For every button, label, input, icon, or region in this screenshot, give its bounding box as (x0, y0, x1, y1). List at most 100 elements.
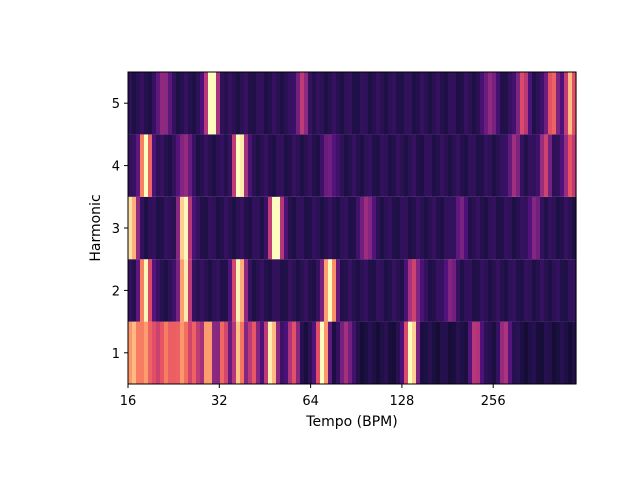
heatmap-row-4 (128, 134, 577, 197)
heatmap-cell (212, 259, 217, 322)
heatmap-cell (572, 134, 577, 197)
heatmap-cell (220, 134, 225, 197)
heatmap-cell (528, 259, 533, 322)
y-tick-label: 2 (112, 284, 120, 299)
heatmap-cell (284, 134, 289, 197)
heatmap-cell (512, 196, 517, 260)
heatmap-cell (236, 321, 241, 384)
heatmap-cell (244, 72, 249, 135)
heatmap-cell (540, 321, 545, 384)
heatmap-cell (288, 259, 293, 322)
heatmap-cell (148, 196, 153, 260)
heatmap-cell (488, 72, 493, 135)
heatmap-cell (472, 321, 477, 384)
heatmap-cell (444, 72, 449, 135)
heatmap-cell (496, 72, 501, 135)
heatmap-cell (316, 72, 321, 135)
heatmap-cell (312, 72, 317, 135)
heatmap-cell (372, 259, 377, 322)
heatmap-cell (368, 196, 373, 260)
heatmap-cell (560, 72, 565, 135)
heatmap-cell (352, 134, 357, 197)
heatmap-cell (356, 196, 361, 260)
heatmap-cell (504, 259, 509, 322)
heatmap-cell (544, 196, 549, 260)
heatmap-cell (532, 196, 537, 260)
heatmap-cell (172, 259, 177, 322)
heatmap-cell (512, 134, 517, 197)
heatmap-cell (252, 72, 257, 135)
y-tick-label: 1 (112, 347, 120, 362)
heatmap-cell (364, 259, 369, 322)
heatmap-cell (436, 321, 441, 384)
heatmap-cell (404, 259, 409, 322)
heatmap-cell (312, 321, 317, 384)
y-axis: 1 2 3 4 5 (112, 97, 128, 362)
heatmap-cell (252, 196, 257, 260)
heatmap-row-3 (128, 196, 577, 260)
heatmap-cell (412, 72, 417, 135)
heatmap-cell (216, 259, 221, 322)
heatmap-cell (372, 72, 377, 135)
heatmap-cell (152, 196, 157, 260)
heatmap-cell (240, 321, 245, 384)
heatmap-cell (320, 72, 325, 135)
heatmap-cell (256, 72, 261, 135)
heatmap-cell (432, 196, 437, 260)
heatmap-cell (356, 259, 361, 322)
heatmap-cell (240, 259, 245, 322)
heatmap-cell (320, 196, 325, 260)
heatmap-cell (308, 72, 313, 135)
heatmap-cell (300, 321, 305, 384)
heatmap-cell (348, 321, 353, 384)
heatmap-cell (128, 72, 133, 135)
heatmap-cell (428, 321, 433, 384)
heatmap-cell (180, 134, 185, 197)
heatmap-cell (420, 134, 425, 197)
heatmap-cell (444, 321, 449, 384)
heatmap-cell (436, 196, 441, 260)
heatmap-cell (524, 259, 529, 322)
heatmap-cell (196, 321, 201, 384)
heatmap-cell (556, 196, 561, 260)
heatmap-cell (192, 196, 197, 260)
heatmap-cell (492, 134, 497, 197)
heatmap-cell (268, 134, 273, 197)
heatmap-cell (508, 321, 513, 384)
heatmap-cell (572, 321, 577, 384)
heatmap-cell (516, 72, 521, 135)
heatmap-cell (336, 259, 341, 322)
heatmap-cell (348, 134, 353, 197)
heatmap-cell (228, 196, 233, 260)
heatmap-cell (204, 321, 209, 384)
heatmap-cell (564, 321, 569, 384)
heatmap-cell (292, 259, 297, 322)
heatmap-cell (312, 134, 317, 197)
heatmap-cell (292, 134, 297, 197)
heatmap-cell (452, 72, 457, 135)
heatmap-cell (168, 72, 173, 135)
heatmap-cell (188, 134, 193, 197)
heatmap-cell (352, 259, 357, 322)
heatmap-cell (464, 196, 469, 260)
heatmap-cell (492, 259, 497, 322)
y-axis-label: Harmonic (88, 194, 104, 261)
heatmap-cell (388, 196, 393, 260)
heatmap-cell (396, 259, 401, 322)
heatmap-cell (264, 72, 269, 135)
heatmap-cell (376, 321, 381, 384)
heatmap-cell (388, 72, 393, 135)
heatmap-cell (412, 196, 417, 260)
heatmap-cell (484, 321, 489, 384)
heatmap-cell (412, 259, 417, 322)
heatmap-cell (564, 134, 569, 197)
heatmap-cell (216, 196, 221, 260)
heatmap-cell (240, 134, 245, 197)
heatmap-cell (244, 196, 249, 260)
heatmap-cell (372, 196, 377, 260)
heatmap-cell (452, 134, 457, 197)
heatmap-cell (456, 321, 461, 384)
y-tick-label: 5 (112, 97, 120, 112)
heatmap-cell (224, 196, 229, 260)
heatmap-cell (564, 196, 569, 260)
